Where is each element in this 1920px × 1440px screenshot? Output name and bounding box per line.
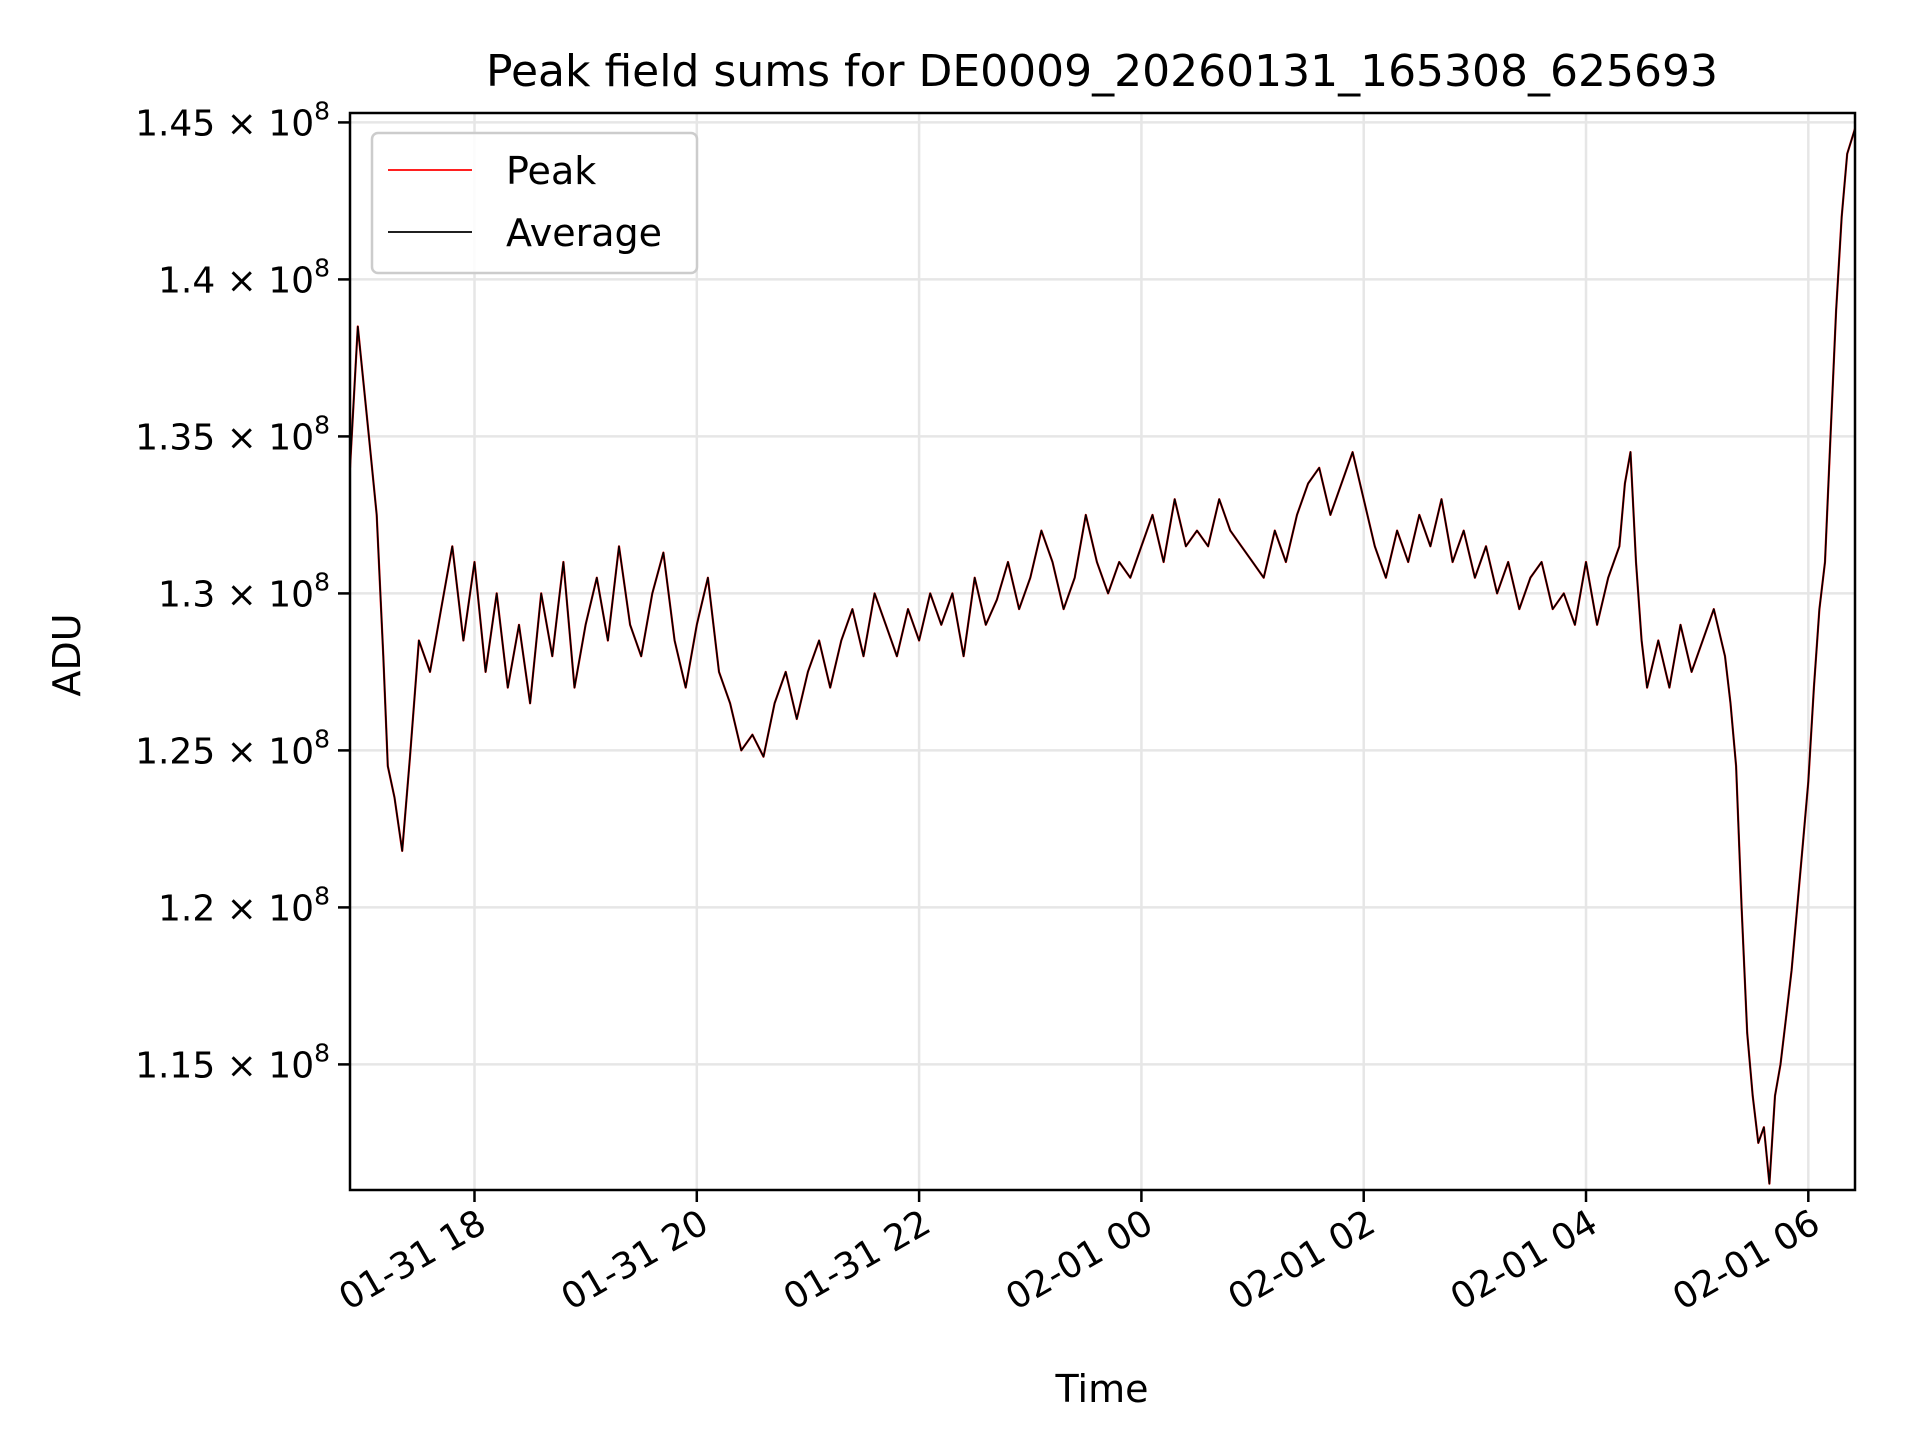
y-axis: 1.15 × 108 1.2 × 108 1.25 × 108 1.3 × 108 1.… bbox=[135, 96, 350, 1086]
x-tick-label: 02-01 04 bbox=[1444, 1202, 1605, 1318]
y-tick-label: 1.35 × 108 bbox=[135, 410, 330, 458]
x-tick-label: 01-31 18 bbox=[332, 1202, 493, 1318]
legend-box bbox=[370, 131, 699, 275]
y-axis-label: ADU bbox=[45, 613, 89, 696]
x-axis: 01-31 18 01-31 20 01-31 22 02-01 00 02-01 02… bbox=[332, 1190, 1827, 1319]
series-layer bbox=[350, 128, 1855, 1185]
y-tick-label: 1.15 × 108 bbox=[135, 1038, 330, 1086]
x-axis-label: Time bbox=[1055, 1367, 1149, 1411]
chart-title: Peak field sums for DE0009_20260131_1653… bbox=[486, 46, 1718, 97]
y-tick-label: 1.2 × 108 bbox=[158, 881, 330, 929]
y-tick-label: 1.25 × 108 bbox=[135, 724, 330, 772]
x-tick-label: 02-01 00 bbox=[999, 1202, 1160, 1318]
series-line-peak bbox=[350, 128, 1855, 1185]
legend-label-peak: Peak bbox=[506, 149, 596, 193]
plot-area-frame bbox=[348, 111, 1857, 1192]
x-tick-label: 02-01 06 bbox=[1666, 1202, 1827, 1318]
legend: Peak Average bbox=[370, 131, 699, 275]
y-tick-label: 1.45 × 108 bbox=[135, 96, 330, 144]
y-tick-label: 1.4 × 108 bbox=[158, 253, 330, 301]
x-tick-label: 02-01 02 bbox=[1222, 1202, 1383, 1318]
y-tick-label: 1.3 × 108 bbox=[158, 567, 330, 615]
legend-label-average: Average bbox=[506, 211, 662, 255]
grid-lines bbox=[350, 113, 1855, 1190]
x-tick-label: 01-31 20 bbox=[555, 1202, 716, 1318]
x-tick-label: 01-31 22 bbox=[777, 1202, 938, 1318]
series-line-average bbox=[350, 128, 1855, 1185]
